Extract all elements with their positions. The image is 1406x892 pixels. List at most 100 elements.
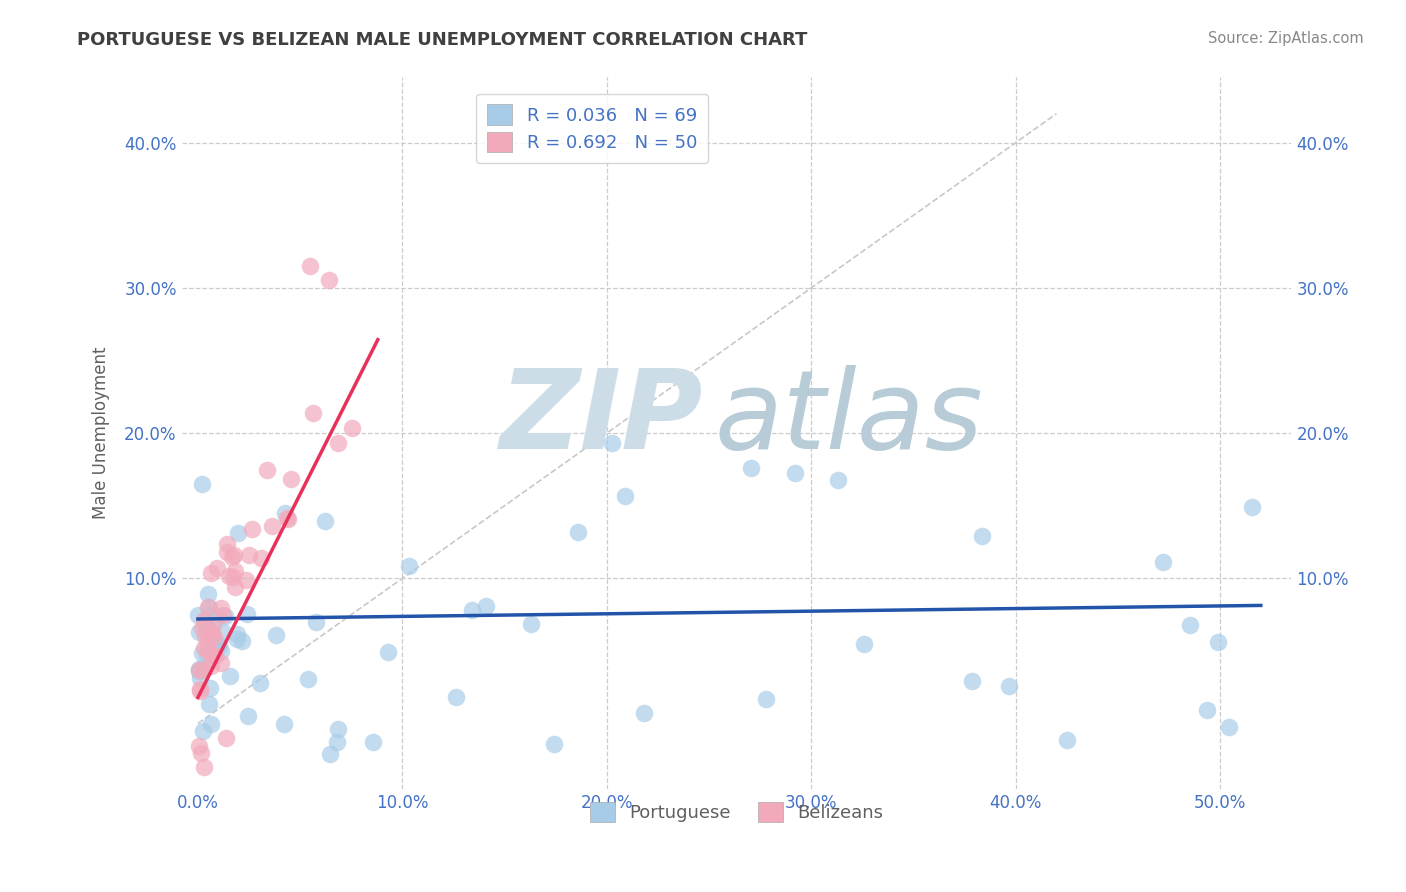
Point: [198, 697, 221, 711]
Legend: Portuguese, Belizeans: Portuguese, Belizeans: [582, 795, 891, 830]
Point: [197, 607, 219, 622]
Point: [205, 561, 228, 575]
Point: [633, 706, 655, 720]
Point: [238, 548, 260, 562]
Point: [209, 644, 232, 658]
Point: [297, 672, 319, 686]
Point: [187, 739, 209, 754]
Point: [217, 537, 239, 551]
Point: [195, 635, 218, 649]
Point: [236, 607, 259, 621]
Point: [201, 618, 224, 632]
Point: [193, 641, 215, 656]
Point: [191, 663, 214, 677]
Point: [1197, 703, 1219, 717]
Point: [209, 656, 232, 670]
Point: [187, 663, 209, 677]
Point: [260, 519, 283, 533]
Point: [188, 664, 211, 678]
Point: [204, 648, 226, 663]
Point: [827, 473, 849, 487]
Point: [224, 548, 246, 562]
Point: [613, 489, 636, 503]
Point: [214, 609, 236, 624]
Point: [202, 648, 225, 663]
Point: [444, 690, 467, 704]
Point: [377, 645, 399, 659]
Point: [193, 660, 215, 674]
Point: [250, 551, 273, 566]
Point: [193, 760, 215, 774]
Point: [224, 564, 246, 578]
Point: [188, 671, 211, 685]
Point: [249, 676, 271, 690]
Point: [1180, 618, 1202, 632]
Point: [193, 613, 215, 627]
Point: [740, 461, 762, 475]
Point: [302, 406, 325, 420]
Point: [340, 421, 363, 435]
Point: [318, 747, 340, 762]
Point: [201, 626, 224, 640]
Point: [187, 607, 209, 622]
Point: [567, 525, 589, 540]
Point: [852, 637, 875, 651]
Point: [474, 599, 496, 614]
Text: Source: ZipAtlas.com: Source: ZipAtlas.com: [1208, 31, 1364, 46]
Point: [197, 599, 219, 614]
Point: [215, 731, 238, 745]
Point: [191, 723, 214, 738]
Point: [200, 632, 222, 646]
Point: [211, 625, 233, 640]
Point: [520, 616, 543, 631]
Point: [783, 467, 806, 481]
Point: [1218, 720, 1240, 734]
Text: atlas: atlas: [714, 366, 983, 473]
Point: [755, 692, 778, 706]
Point: [195, 647, 218, 661]
Point: [242, 522, 264, 536]
Point: [543, 738, 565, 752]
Point: [194, 627, 217, 641]
Point: [205, 612, 228, 626]
Point: [191, 646, 214, 660]
Point: [236, 708, 259, 723]
Point: [326, 722, 349, 736]
Point: [226, 632, 249, 646]
Point: [226, 526, 249, 541]
Point: [188, 625, 211, 640]
Point: [201, 636, 224, 650]
Point: [1152, 555, 1174, 569]
Point: [325, 735, 347, 749]
Point: [299, 259, 322, 273]
Point: [361, 735, 384, 749]
Point: [226, 627, 249, 641]
Point: [188, 681, 211, 696]
Point: [190, 746, 212, 760]
Point: [198, 600, 221, 615]
Point: [256, 463, 278, 477]
Point: [198, 681, 221, 695]
Point: [218, 668, 240, 682]
Point: [314, 515, 336, 529]
Point: [221, 550, 243, 565]
Point: [231, 634, 253, 648]
Point: [200, 625, 222, 640]
Point: [264, 628, 287, 642]
Point: [208, 639, 231, 653]
Point: [194, 619, 217, 633]
Point: [280, 472, 302, 486]
Point: [997, 679, 1019, 693]
Point: [235, 573, 257, 587]
Point: [202, 630, 225, 644]
Point: [188, 684, 211, 698]
Point: [212, 607, 235, 622]
Point: [198, 647, 221, 661]
Point: [274, 506, 297, 520]
Point: [191, 621, 214, 635]
Y-axis label: Male Unemployment: Male Unemployment: [93, 347, 110, 519]
Point: [205, 637, 228, 651]
Point: [276, 511, 298, 525]
Point: [1056, 733, 1078, 747]
Text: ZIP: ZIP: [499, 366, 703, 473]
